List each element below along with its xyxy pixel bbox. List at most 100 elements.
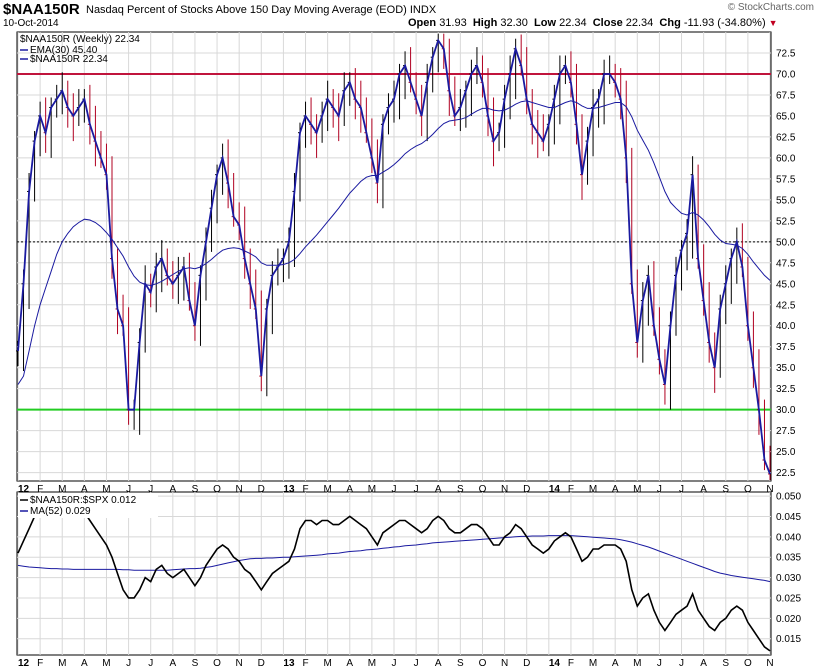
x-tick-label: A xyxy=(612,484,619,495)
x-tick-label: F xyxy=(568,658,574,668)
x-tick-label: 12 xyxy=(18,484,30,495)
x-tick-label: 13 xyxy=(283,658,295,668)
ratio-panel: 0.050 0.045 0.040 0.035 0.030 0.025 0.020 0.015… xyxy=(16,491,801,668)
legend-price: $NAA150R 22.34 xyxy=(30,54,108,65)
x-tick-label: J xyxy=(126,484,131,495)
x-tick-label: J xyxy=(679,484,684,495)
y-tick-label: 50.0 xyxy=(776,237,796,248)
quote-summary: Open 31.93 High 32.30 Low 22.34 Close 22… xyxy=(408,17,778,29)
open-label: Open xyxy=(408,17,437,29)
description-text: Nasdaq Percent of Stocks Above 150 Day M… xyxy=(86,4,407,16)
y-tick-label: 0.015 xyxy=(776,634,801,645)
x-tick-label: D xyxy=(258,658,265,668)
x-tick-label: M xyxy=(323,658,331,668)
y-tick-label: 27.5 xyxy=(776,426,796,437)
x-tick-label: M xyxy=(323,484,331,495)
y-tick-label: 55.0 xyxy=(776,195,796,206)
y-tick-label: 70.0 xyxy=(776,69,796,80)
y-tick-label: 32.5 xyxy=(776,384,796,395)
x-tick-label: F xyxy=(302,484,308,495)
y-tick-label: 30.0 xyxy=(776,405,796,416)
x-tick-label: A xyxy=(700,658,707,668)
close-value: 22.34 xyxy=(625,17,654,29)
x-tick-label: A xyxy=(346,658,353,668)
x-tick-label: O xyxy=(479,658,487,668)
x-tick-label: S xyxy=(722,484,729,495)
down-triangle-icon: ▼ xyxy=(768,18,778,28)
x-tick-label: N xyxy=(501,484,508,495)
low-label: Low xyxy=(534,17,557,29)
legend-ratio: $NAA150R:$SPX 0.012 xyxy=(30,495,137,506)
chart-date: 10-Oct-2014 xyxy=(3,18,59,29)
y-tick-label: 47.5 xyxy=(776,258,796,269)
x-tick-label: M xyxy=(633,484,641,495)
close-label: Close xyxy=(592,17,623,29)
x-tick-label: N xyxy=(766,484,773,495)
x-tick-label: S xyxy=(192,484,199,495)
x-tick-label: A xyxy=(169,658,176,668)
y-tick-label: 60.0 xyxy=(776,153,796,164)
y-tick-label: 0.025 xyxy=(776,593,801,604)
brand-watermark: © StockCharts.com xyxy=(727,2,814,13)
y-tick-label: 62.5 xyxy=(776,132,796,143)
high-value: 32.30 xyxy=(500,17,528,29)
y-tick-label: 65.0 xyxy=(776,111,796,122)
x-tick-label: J xyxy=(414,484,419,495)
y-tick-label: 52.5 xyxy=(776,216,796,227)
x-tick-label: J xyxy=(414,658,419,668)
x-tick-label: O xyxy=(744,484,752,495)
x-tick-label: M xyxy=(633,658,641,668)
x-tick-label: D xyxy=(523,658,530,668)
x-tick-label: A xyxy=(612,658,619,668)
naa150r-price-line xyxy=(17,38,771,475)
y-tick-label: 40.0 xyxy=(776,321,796,332)
y-tick-label: 37.5 xyxy=(776,342,796,353)
x-tick-label: A xyxy=(81,658,88,668)
x-tick-label: S xyxy=(722,658,729,668)
y-tick-label: 25.0 xyxy=(776,447,796,458)
y-tick-label: 67.5 xyxy=(776,90,796,101)
x-tick-label: D xyxy=(258,484,265,495)
x-tick-label: A xyxy=(435,484,442,495)
x-tick-label: J xyxy=(148,484,153,495)
x-tick-label: J xyxy=(657,484,662,495)
y-tick-label: 45.0 xyxy=(776,279,796,290)
x-tick-label: J xyxy=(679,658,684,668)
y-tick-label: 57.5 xyxy=(776,174,796,185)
ratio-line xyxy=(17,495,771,652)
x-tick-label: N xyxy=(766,658,773,668)
x-tick-label: O xyxy=(213,484,221,495)
legend-background xyxy=(18,493,158,518)
y-tick-label: 0.020 xyxy=(776,614,801,625)
x-tick-label: J xyxy=(657,658,662,668)
x-tick-label: M xyxy=(368,484,376,495)
y-tick-label: 0.050 xyxy=(776,492,801,503)
main-price-panel: 72.5 70.0 67.5 65.0 62.5 60.0 57.5 55.0 52.5 50.0… xyxy=(16,31,796,495)
x-tick-label: M xyxy=(102,484,110,495)
x-tick-label: 12 xyxy=(18,658,30,668)
x-tick-label: S xyxy=(457,484,464,495)
x-tick-label: F xyxy=(302,658,308,668)
panel-title: $NAA150R (Weekly) 22.34 xyxy=(20,34,140,45)
x-tick-label: J xyxy=(148,658,153,668)
open-value: 31.93 xyxy=(439,17,467,29)
x-tick-label: M xyxy=(368,658,376,668)
x-tick-label: 14 xyxy=(549,658,561,668)
y-tick-label: 22.5 xyxy=(776,468,796,479)
x-tick-label: S xyxy=(457,658,464,668)
chg-label: Chg xyxy=(659,17,681,29)
x-tick-label: S xyxy=(192,658,199,668)
x-tick-label: J xyxy=(126,658,131,668)
y-tick-label: 0.030 xyxy=(776,573,801,584)
x-tick-label: J xyxy=(392,658,397,668)
x-tick-label: M xyxy=(58,484,66,495)
x-tick-label: N xyxy=(236,484,243,495)
x-tick-label: A xyxy=(81,484,88,495)
x-tick-label: A xyxy=(700,484,707,495)
legend-ema: EMA(30) 45.40 xyxy=(30,45,98,56)
y-tick-label: 0.035 xyxy=(776,553,801,564)
y-tick-label: 72.5 xyxy=(776,48,796,59)
x-tick-label: O xyxy=(213,658,221,668)
x-tick-label: M xyxy=(102,658,110,668)
